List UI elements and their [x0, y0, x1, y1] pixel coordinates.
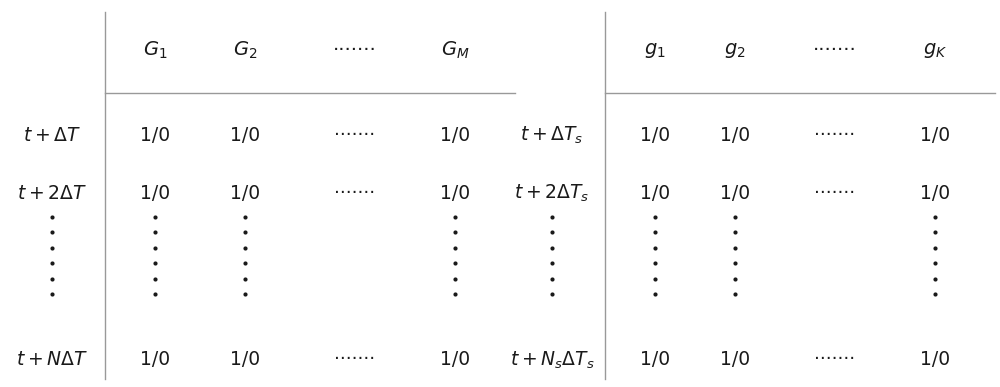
Text: 1/0: 1/0	[140, 350, 170, 370]
Text: 1/0: 1/0	[140, 184, 170, 203]
Text: $t+2\Delta T_s$: $t+2\Delta T_s$	[514, 183, 590, 204]
Text: ·······: ·······	[334, 126, 376, 145]
Text: ·······: ·······	[813, 41, 857, 60]
Text: $G_1$: $G_1$	[143, 39, 167, 61]
Text: $G_2$: $G_2$	[233, 39, 257, 61]
Text: ·······: ·······	[814, 350, 856, 370]
Text: 1/0: 1/0	[920, 126, 950, 145]
Text: $t+2\Delta T$: $t+2\Delta T$	[17, 184, 87, 203]
Text: 1/0: 1/0	[440, 126, 470, 145]
Text: 1/0: 1/0	[920, 350, 950, 370]
Text: $G_M$: $G_M$	[441, 39, 469, 61]
Text: $t+N\Delta T$: $t+N\Delta T$	[16, 350, 88, 370]
Text: 1/0: 1/0	[640, 126, 670, 145]
Text: 1/0: 1/0	[920, 184, 950, 203]
Text: $t+\Delta T_s$: $t+\Delta T_s$	[520, 125, 584, 146]
Text: $g_1$: $g_1$	[644, 41, 666, 60]
Text: 1/0: 1/0	[230, 350, 260, 370]
Text: 1/0: 1/0	[720, 350, 750, 370]
Text: 1/0: 1/0	[440, 184, 470, 203]
Text: 1/0: 1/0	[640, 184, 670, 203]
Text: $t+N_s\Delta T_s$: $t+N_s\Delta T_s$	[510, 349, 594, 371]
Text: $t+\Delta T$: $t+\Delta T$	[23, 126, 81, 145]
Text: $g_2$: $g_2$	[724, 41, 746, 60]
Text: 1/0: 1/0	[720, 184, 750, 203]
Text: ·······: ·······	[334, 184, 376, 203]
Text: 1/0: 1/0	[720, 126, 750, 145]
Text: 1/0: 1/0	[230, 184, 260, 203]
Text: $g_K$: $g_K$	[923, 41, 947, 60]
Text: 1/0: 1/0	[440, 350, 470, 370]
Text: ·······: ·······	[814, 184, 856, 203]
Text: 1/0: 1/0	[230, 126, 260, 145]
Text: ·······: ·······	[814, 126, 856, 145]
Text: 1/0: 1/0	[640, 350, 670, 370]
Text: 1/0: 1/0	[140, 126, 170, 145]
Text: ·······: ·······	[334, 350, 376, 370]
Text: ·······: ·······	[333, 41, 377, 60]
